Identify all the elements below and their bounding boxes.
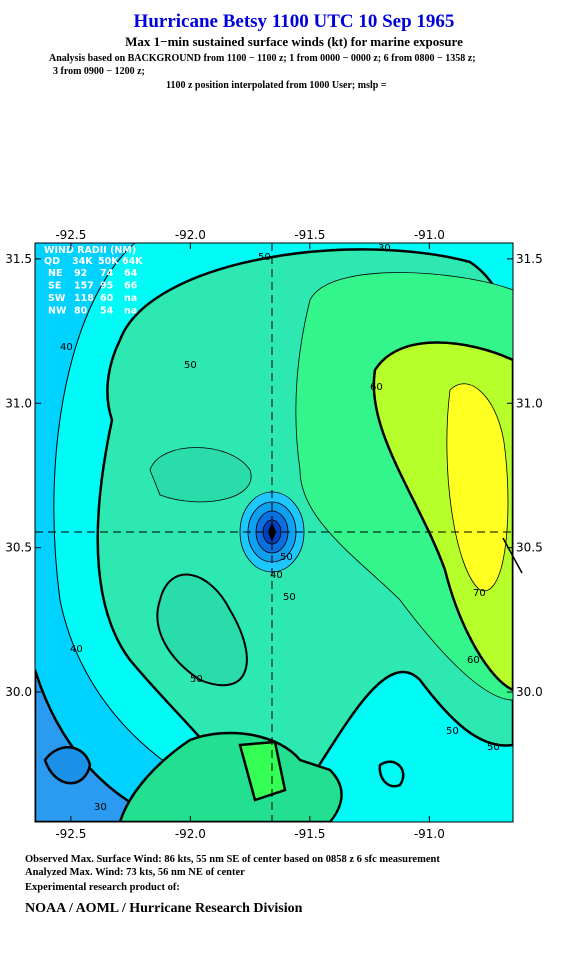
contour-label: 50	[487, 742, 500, 753]
x-tick-label: -91.5	[294, 228, 325, 242]
y-tick-label: 31.5	[5, 252, 32, 266]
contour-label: 60	[370, 382, 383, 393]
x-tick-label: -92.0	[175, 228, 206, 242]
analysis-line: 3 from 0900 − 1200 z;	[53, 66, 145, 77]
radii-cell: NW	[48, 306, 67, 317]
subtitle: Max 1−min sustained surface winds (kt) f…	[125, 34, 463, 49]
radii-cell: 157	[74, 281, 94, 292]
y-tick-label: 30.0	[5, 685, 32, 699]
x-tick-label: -92.5	[55, 228, 86, 242]
contour-label: 30	[378, 243, 391, 254]
radii-cell: 80	[74, 306, 88, 317]
radii-header: 34K	[72, 256, 93, 267]
radii-cell: 66	[124, 281, 138, 292]
y-tick-label: 31.0	[516, 396, 543, 410]
radii-cell: 74	[100, 268, 114, 279]
land	[43, 731, 405, 822]
radii-cell: 118	[74, 293, 94, 304]
contour-label: 30	[94, 802, 107, 813]
footer-line: Observed Max. Surface Wind: 86 kts, 55 n…	[25, 854, 440, 865]
band-50-pocket	[156, 573, 248, 687]
radii-cell: na	[124, 293, 137, 304]
contour-label: 50	[446, 726, 459, 737]
footer-line: Experimental research product of:	[25, 882, 180, 893]
radii-header: QD	[44, 256, 60, 267]
radii-cell: NE	[48, 268, 62, 279]
footer-line: Analyzed Max. Wind: 73 kts, 56 nm NE of …	[25, 867, 245, 878]
band-peak	[446, 383, 509, 592]
x-tick-label: -91.0	[414, 827, 445, 841]
radii-cell: na	[124, 306, 137, 317]
title: Hurricane Betsy 1100 UTC 10 Sep 1965	[134, 11, 455, 32]
radii-header: 64K	[122, 256, 143, 267]
x-tick-label: -91.0	[414, 228, 445, 242]
contour-label: 40	[70, 644, 83, 655]
x-tick-label: -92.0	[175, 827, 206, 841]
radii-header: 50K	[98, 256, 119, 267]
radii-title: WIND RADII (NM)	[44, 245, 136, 256]
contour-label: 60	[467, 655, 480, 666]
y-tick-label: 30.0	[516, 685, 543, 699]
y-tick-label: 31.0	[5, 396, 32, 410]
radii-cell: 54	[100, 306, 114, 317]
contour-label: 50	[184, 360, 197, 371]
wind-radii: WIND RADII (NM) QD 34K 50K 64K NE 92 74 64 SE 157…	[44, 245, 143, 317]
contour-label: 50	[283, 592, 296, 603]
y-tick-label: 30.5	[5, 541, 32, 555]
credit: NOAA / AOML / Hurricane Research Divisio…	[25, 901, 303, 916]
radii-cell: 60	[100, 293, 114, 304]
contour-label: 40	[270, 570, 283, 581]
contour-label: 50	[258, 252, 271, 263]
contour-label: 40	[60, 342, 73, 353]
radii-cell: 64	[124, 268, 138, 279]
x-tick-label: -91.5	[294, 827, 325, 841]
frame	[34, 242, 514, 823]
contour-label: 50	[190, 674, 203, 685]
wind-field	[35, 243, 513, 822]
analysis-line: 1100 z position interpolated from 1000 U…	[166, 80, 387, 91]
contour-label: 70	[473, 588, 486, 599]
contour-labels: 50 30 50 40 60 50 40 50 70 60 40 50 50 5…	[60, 243, 500, 813]
radii-cell: SW	[48, 293, 66, 304]
radii-cell: 92	[74, 268, 87, 279]
analysis-line: Analysis based on BACKGROUND from 1100 −…	[49, 53, 476, 64]
y-tick-label: 30.5	[516, 541, 543, 555]
radii-cell: SE	[48, 281, 61, 292]
y-tick-label: 31.5	[516, 252, 543, 266]
x-tick-label: -92.5	[55, 827, 86, 841]
contour-label: 50	[280, 552, 293, 563]
band-50-pocket	[149, 447, 252, 503]
wind-arrow	[502, 537, 523, 574]
radii-cell: 95	[100, 281, 113, 292]
